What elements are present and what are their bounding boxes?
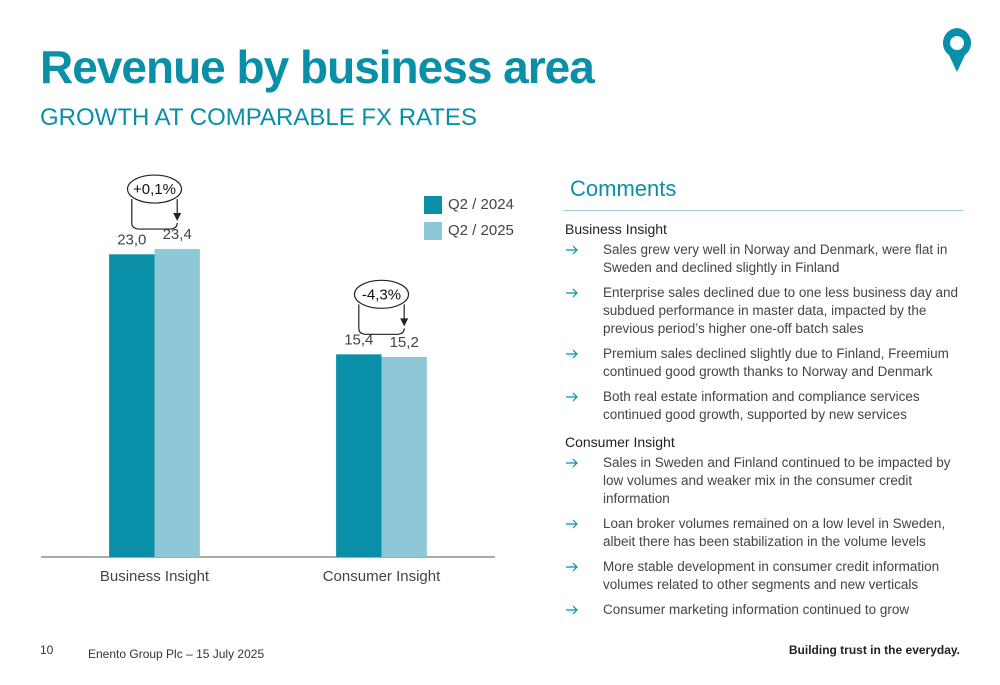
comment-item: Consumer marketing information continued…	[563, 601, 963, 619]
tagline: Building trust in the everyday.	[788, 643, 960, 657]
subtitle: GROWTH AT COMPARABLE FX RATES	[40, 104, 477, 131]
comment-item: Both real estate information and complia…	[563, 388, 963, 424]
arrow-icon	[566, 392, 578, 402]
arrow-icon	[566, 519, 578, 529]
comment-item: Premium sales declined slightly due to F…	[563, 345, 963, 381]
legend-label: Q2 / 2024	[448, 196, 514, 213]
comment-item: Sales grew very well in Norway and Denma…	[563, 241, 963, 277]
value-label: 15,4	[344, 331, 373, 348]
title: Revenue by business area	[40, 41, 595, 93]
arrow-icon	[566, 288, 578, 298]
value-label: 23,4	[163, 226, 192, 243]
comment-item: More stable development in consumer cred…	[563, 558, 963, 594]
page-number: 10	[40, 643, 54, 657]
arrow-icon	[566, 349, 578, 359]
arrow-icon	[566, 562, 578, 572]
comment-item: Sales in Sweden and Finland continued to…	[563, 454, 963, 508]
logo	[942, 28, 972, 72]
annotation-bracket	[131, 199, 178, 230]
legend-swatch	[424, 222, 442, 240]
section-heading: Business Insight	[565, 221, 667, 237]
annotation-bracket	[358, 304, 405, 335]
annotation-arrowhead	[173, 213, 182, 222]
value-label: 15,2	[390, 334, 419, 351]
annotation-oval	[353, 279, 410, 309]
bar	[381, 356, 427, 557]
comments-title: Comments	[563, 176, 963, 211]
x-tick-label: Consumer Insight	[323, 568, 441, 585]
annotation: -4,3%	[362, 286, 401, 303]
arrow-icon	[566, 458, 578, 468]
comments: Comments Business Insight Sales grew very…	[563, 176, 963, 626]
section-heading: Consumer Insight	[565, 434, 675, 450]
comment-item: Enterprise sales declined due to one les…	[563, 284, 963, 338]
bar	[336, 354, 382, 557]
legend-label: Q2 / 2025	[448, 222, 514, 239]
x-tick-label: Business Insight	[100, 568, 210, 585]
footer-source: Enento Group Plc – 15 July 2025	[88, 647, 265, 661]
annotation-arrowhead	[400, 318, 409, 327]
arrow-icon	[566, 605, 578, 615]
annotation-oval	[126, 174, 183, 204]
annotation: +0,1%	[133, 181, 176, 198]
arrow-icon	[566, 245, 578, 255]
legend-swatch	[424, 196, 442, 214]
bar	[109, 254, 155, 557]
value-label: 23,0	[117, 231, 146, 248]
comment-item: Loan broker volumes remained on a low le…	[563, 515, 963, 551]
bar	[154, 249, 200, 557]
